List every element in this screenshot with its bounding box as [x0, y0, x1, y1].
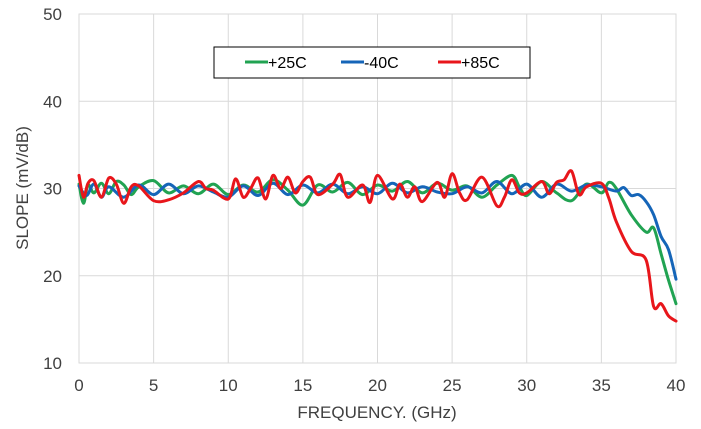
y-tick-label: 30 [43, 180, 62, 199]
legend-label-2: +85C [461, 55, 500, 72]
x-tick-label: 0 [74, 376, 83, 395]
y-tick-label: 10 [43, 354, 62, 373]
y-tick-label: 50 [43, 5, 62, 24]
x-axis-title: FREQUENCY. (GHz) [297, 403, 456, 422]
legend-label-0: +25C [268, 55, 307, 72]
legend-label-1: -40C [364, 55, 399, 72]
y-tick-labels: 10 20 30 40 50 [43, 5, 62, 373]
series-line-1 [77, 179, 678, 281]
x-tick-label: 40 [667, 376, 686, 395]
x-tick-label: 10 [219, 376, 238, 395]
x-tick-label: 5 [149, 376, 158, 395]
x-tick-label: 20 [368, 376, 387, 395]
x-tick-label: 15 [293, 376, 312, 395]
x-tick-label: 30 [517, 376, 536, 395]
x-tick-label: 25 [443, 376, 462, 395]
legend-box [213, 46, 531, 79]
y-axis-title: SLOPE (mV/dB) [13, 126, 32, 250]
x-tick-labels: 0 5 10 15 20 25 30 35 40 [74, 376, 685, 395]
x-tick-label: 35 [592, 376, 611, 395]
y-tick-label: 20 [43, 267, 62, 286]
series-lines [77, 169, 678, 323]
series-line-2 [77, 169, 678, 323]
y-tick-label: 40 [43, 92, 62, 111]
legend: +25C -40C +85C [213, 46, 531, 79]
